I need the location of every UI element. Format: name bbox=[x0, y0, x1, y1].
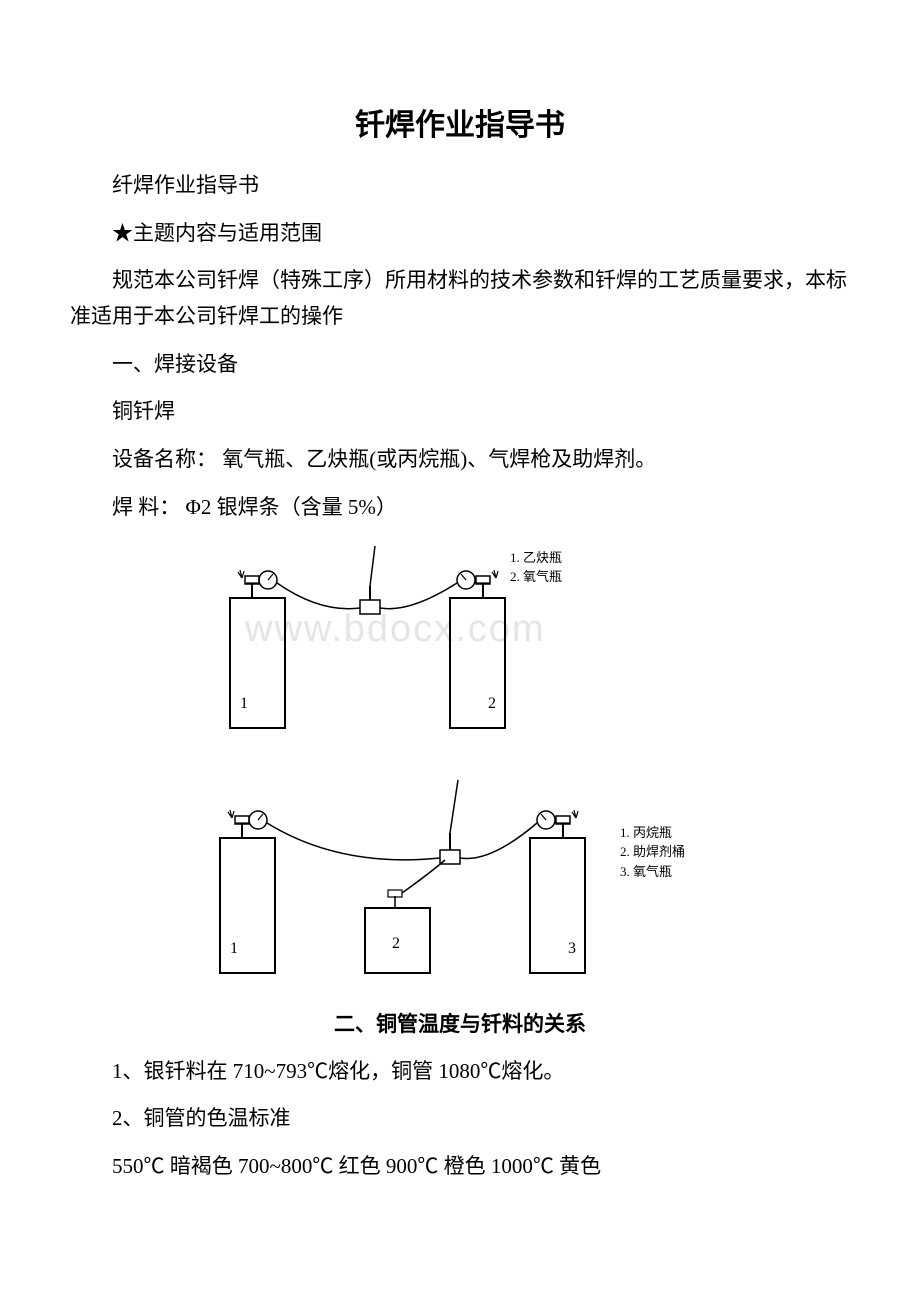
box-label: 2 bbox=[392, 935, 400, 952]
cylinder3-label: 3 bbox=[568, 940, 576, 957]
diagram2-container: 1 2 3 1. 丙烷瓶 2. 助焊剂 bbox=[190, 768, 770, 988]
hose-left-2 bbox=[267, 823, 440, 860]
section1-heading: 一、焊接设备 bbox=[70, 347, 850, 383]
topic-body: 规范本公司钎焊（特殊工序）所用材料的技术参数和钎焊的工艺质量要求，本标准适用于本… bbox=[70, 263, 850, 334]
cylinder1-label: 1 bbox=[240, 695, 248, 712]
cylinder-2: 2 bbox=[450, 570, 505, 728]
section1-sub: 铜钎焊 bbox=[70, 394, 850, 430]
torch-handle bbox=[360, 600, 380, 614]
diagram2-svg: 1 2 3 bbox=[190, 768, 670, 988]
diagram1-svg: 1 2 bbox=[190, 538, 610, 738]
section2-heading: 二、铜管温度与钎料的关系 bbox=[70, 1008, 850, 1038]
torch-tip-2 bbox=[450, 780, 458, 833]
flux-bucket: 2 bbox=[365, 890, 430, 973]
diagram1-container: www.bdocx.com 1 2 bbox=[190, 538, 740, 738]
cylinder1b-label: 1 bbox=[230, 940, 238, 957]
topic-heading: ★主题内容与适用范围 bbox=[70, 216, 850, 252]
cylinder-1: 1 bbox=[230, 570, 285, 728]
hose-right-2 bbox=[460, 823, 537, 859]
cylinder2-label: 2 bbox=[488, 695, 496, 712]
equipment-label: 设备名称： 氧气瓶、乙炔瓶(或丙烷瓶)、气焊枪及助焊剂。 bbox=[70, 442, 850, 478]
material-label: 焊 料： Φ2 银焊条（含量 5%） bbox=[70, 490, 850, 526]
torch-tip bbox=[370, 546, 375, 586]
point2: 2、铜管的色温标准 bbox=[70, 1101, 850, 1137]
point1: 1、银钎料在 710~793℃熔化，铜管 1080℃熔化。 bbox=[70, 1054, 850, 1090]
cylinder-3: 3 bbox=[530, 810, 585, 973]
point3: 550℃ 暗褐色 700~800℃ 红色 900℃ 橙色 1000℃ 黄色 bbox=[70, 1149, 850, 1185]
subtitle-text: 纤焊作业指导书 bbox=[70, 168, 850, 204]
cylinder-1b: 1 bbox=[220, 810, 275, 973]
hose-right bbox=[380, 583, 457, 609]
hose-left bbox=[277, 583, 360, 609]
page-title: 钎焊作业指导书 bbox=[70, 100, 850, 144]
hose-middle bbox=[402, 860, 445, 893]
